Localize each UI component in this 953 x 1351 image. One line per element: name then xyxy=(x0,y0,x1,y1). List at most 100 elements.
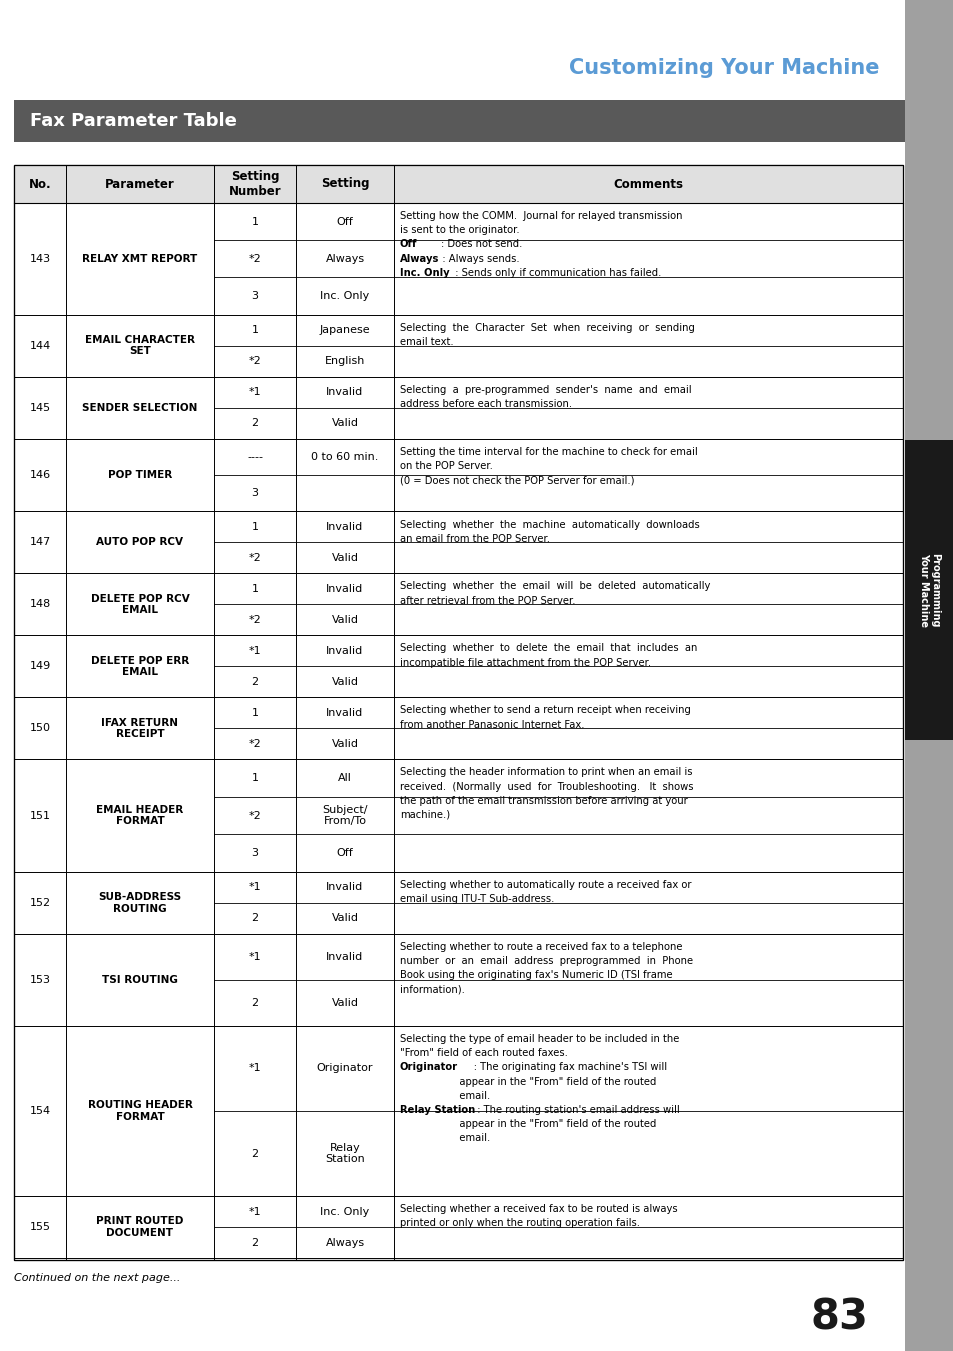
Text: 1: 1 xyxy=(252,216,258,227)
Text: Selecting  the  Character  Set  when  receiving  or  sending: Selecting the Character Set when receivi… xyxy=(399,323,694,332)
Text: Selecting  whether  the  email  will  be  deleted  automatically: Selecting whether the email will be dele… xyxy=(399,581,710,592)
Text: *2: *2 xyxy=(249,357,261,366)
Text: received.  (Normally  used  for  Troubleshooting.   It  shows: received. (Normally used for Troubleshoo… xyxy=(399,782,693,792)
Text: Selecting whether to send a return receipt when receiving: Selecting whether to send a return recei… xyxy=(399,705,690,716)
Text: Valid: Valid xyxy=(331,419,358,428)
Text: email using ITU-T Sub-address.: email using ITU-T Sub-address. xyxy=(399,894,554,904)
Text: English: English xyxy=(324,357,365,366)
Text: 2: 2 xyxy=(252,998,258,1008)
Text: AUTO POP RCV: AUTO POP RCV xyxy=(96,538,183,547)
Text: Invalid: Invalid xyxy=(326,584,363,594)
Text: Always: Always xyxy=(399,254,439,263)
Text: Always: Always xyxy=(325,254,364,263)
Text: 145: 145 xyxy=(30,403,51,412)
Text: Relay
Station: Relay Station xyxy=(325,1143,364,1165)
Text: after retrieval from the POP Server.: after retrieval from the POP Server. xyxy=(399,596,575,605)
Text: 148: 148 xyxy=(30,600,51,609)
Text: EMAIL HEADER
FORMAT: EMAIL HEADER FORMAT xyxy=(96,805,183,827)
Text: 2: 2 xyxy=(252,419,258,428)
Text: *1: *1 xyxy=(249,388,261,397)
Text: machine.): machine.) xyxy=(399,811,450,820)
Text: 149: 149 xyxy=(30,662,51,671)
Bar xyxy=(14,165,902,203)
Text: (0 = Does not check the POP Server for email.): (0 = Does not check the POP Server for e… xyxy=(399,476,634,485)
Text: Selecting whether to route a received fax to a telephone: Selecting whether to route a received fa… xyxy=(399,942,681,952)
Text: Inc. Only: Inc. Only xyxy=(320,1206,369,1216)
Text: 1: 1 xyxy=(252,584,258,594)
Text: number  or  an  email  address  preprogrammed  in  Phone: number or an email address preprogrammed… xyxy=(399,957,693,966)
Text: 143: 143 xyxy=(30,254,51,263)
Text: an email from the POP Server.: an email from the POP Server. xyxy=(399,534,550,543)
Text: Invalid: Invalid xyxy=(326,951,363,962)
Bar xyxy=(14,100,904,142)
Text: : Always sends.: : Always sends. xyxy=(433,254,519,263)
Text: Selecting  a  pre-programmed  sender's  name  and  email: Selecting a pre-programmed sender's name… xyxy=(399,385,691,394)
Text: 0 to 60 min.: 0 to 60 min. xyxy=(311,451,378,462)
Text: printed or only when the routing operation fails.: printed or only when the routing operati… xyxy=(399,1219,639,1228)
Text: 1: 1 xyxy=(252,708,258,717)
Text: : Sends only if communication has failed.: : Sends only if communication has failed… xyxy=(449,267,661,278)
Text: Selecting  whether  the  machine  automatically  downloads: Selecting whether the machine automatica… xyxy=(399,520,699,530)
Text: Subject/
From/To: Subject/ From/To xyxy=(322,805,367,827)
Text: Continued on the next page...: Continued on the next page... xyxy=(14,1273,180,1283)
Text: appear in the "From" field of the routed: appear in the "From" field of the routed xyxy=(399,1119,656,1129)
Text: Customizing Your Machine: Customizing Your Machine xyxy=(569,58,879,78)
Text: 83: 83 xyxy=(810,1297,868,1339)
Text: Invalid: Invalid xyxy=(326,882,363,892)
Text: SUB-ADDRESS
ROUTING: SUB-ADDRESS ROUTING xyxy=(98,892,181,913)
Text: 2: 2 xyxy=(252,1238,258,1247)
Text: Inc. Only: Inc. Only xyxy=(320,290,369,301)
Text: Setting
Number: Setting Number xyxy=(229,170,281,199)
Text: Parameter: Parameter xyxy=(105,177,174,190)
Text: incompatible file attachment from the POP Server.: incompatible file attachment from the PO… xyxy=(399,658,651,667)
Text: Fax Parameter Table: Fax Parameter Table xyxy=(30,112,236,130)
Text: 152: 152 xyxy=(30,897,51,908)
Text: 2: 2 xyxy=(252,913,258,923)
Text: Invalid: Invalid xyxy=(326,646,363,655)
Text: Valid: Valid xyxy=(331,553,358,563)
Text: EMAIL CHARACTER
SET: EMAIL CHARACTER SET xyxy=(85,335,194,357)
Text: *2: *2 xyxy=(249,811,261,820)
Text: *1: *1 xyxy=(249,1063,261,1074)
Text: Selecting the type of email header to be included in the: Selecting the type of email header to be… xyxy=(399,1034,679,1044)
Text: email.: email. xyxy=(399,1133,490,1143)
Text: DELETE POP RCV
EMAIL: DELETE POP RCV EMAIL xyxy=(91,593,190,615)
Text: Valid: Valid xyxy=(331,615,358,626)
Text: 153: 153 xyxy=(30,975,51,985)
Text: 2: 2 xyxy=(252,1148,258,1159)
Text: email text.: email text. xyxy=(399,336,453,347)
Text: email.: email. xyxy=(399,1090,490,1101)
Text: : The routing station's email address will: : The routing station's email address wi… xyxy=(471,1105,679,1115)
Text: TSI ROUTING: TSI ROUTING xyxy=(102,975,178,985)
Text: *2: *2 xyxy=(249,553,261,563)
Text: from another Panasonic Internet Fax.: from another Panasonic Internet Fax. xyxy=(399,720,584,730)
Text: Selecting whether a received fax to be routed is always: Selecting whether a received fax to be r… xyxy=(399,1204,677,1215)
Text: Inc. Only: Inc. Only xyxy=(399,267,449,278)
Text: *1: *1 xyxy=(249,951,261,962)
Text: Programming
Your Machine: Programming Your Machine xyxy=(918,553,940,627)
Text: 1: 1 xyxy=(252,521,258,532)
Text: Valid: Valid xyxy=(331,739,358,748)
Text: Off: Off xyxy=(399,239,417,250)
Text: Valid: Valid xyxy=(331,913,358,923)
Text: No.: No. xyxy=(29,177,51,190)
Text: POP TIMER: POP TIMER xyxy=(108,470,172,480)
Text: Valid: Valid xyxy=(331,998,358,1008)
Text: address before each transmission.: address before each transmission. xyxy=(399,399,572,409)
Text: *1: *1 xyxy=(249,1206,261,1216)
Text: *2: *2 xyxy=(249,254,261,263)
Text: *1: *1 xyxy=(249,882,261,892)
Text: *2: *2 xyxy=(249,615,261,626)
Text: *2: *2 xyxy=(249,739,261,748)
Text: All: All xyxy=(337,773,352,784)
Text: 1: 1 xyxy=(252,326,258,335)
Text: Setting: Setting xyxy=(320,177,369,190)
Text: 144: 144 xyxy=(30,340,51,351)
Text: Relay Station: Relay Station xyxy=(399,1105,475,1115)
Text: 146: 146 xyxy=(30,470,51,480)
Text: Setting how the COMM.  Journal for relayed transmission: Setting how the COMM. Journal for relaye… xyxy=(399,211,681,222)
Text: Off: Off xyxy=(336,216,353,227)
Text: is sent to the originator.: is sent to the originator. xyxy=(399,226,519,235)
Text: PRINT ROUTED
DOCUMENT: PRINT ROUTED DOCUMENT xyxy=(96,1216,184,1238)
Text: Selecting  whether  to  delete  the  email  that  includes  an: Selecting whether to delete the email th… xyxy=(399,643,697,654)
